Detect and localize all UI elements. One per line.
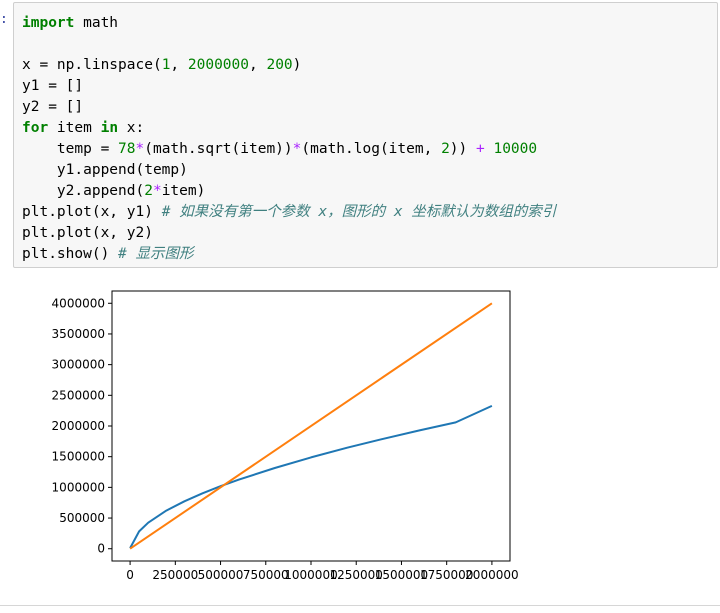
- code-token: 1: [161, 57, 171, 73]
- code-token: *: [292, 141, 302, 157]
- code-line: plt.plot(x, y1) # 如果没有第一个参数 x，图形的 x 坐标默认…: [22, 202, 556, 223]
- x-tick-label: 1000000: [284, 568, 337, 582]
- x-tick-label: 500000: [198, 568, 244, 582]
- series-line-1: [129, 404, 493, 549]
- code-token: # 如果没有第一个参数 x，图形的 x 坐标默认为数组的索引: [161, 204, 557, 220]
- y-tick-label: 1500000: [52, 450, 105, 464]
- code-token: +: [476, 141, 485, 157]
- code-token: 10000: [493, 141, 538, 157]
- y-tick-label: 0: [97, 542, 105, 556]
- y-axis: 0 500000 1000000 1500000 2000000 2500000 30000…: [52, 296, 112, 556]
- x-tick-label: 1250000: [330, 568, 383, 582]
- code-token: 78: [118, 141, 136, 157]
- code-token: x = np.linspace(: [22, 57, 162, 73]
- x-tick-label: 1750000: [420, 568, 473, 582]
- code-line: y2 = []: [22, 97, 556, 118]
- code-token: item): [161, 183, 206, 199]
- code-line: [22, 34, 556, 55]
- code-token: in: [100, 120, 119, 136]
- code-token: 2000000: [187, 57, 249, 73]
- code-token: temp =: [22, 141, 119, 157]
- y-tick-label: 4000000: [52, 296, 105, 310]
- code-cell[interactable]: import math x = np.linspace(1, 2000000, …: [13, 2, 718, 268]
- code-token: import: [22, 15, 75, 31]
- output-area: 0 500000 1000000 1500000 2000000 2500000 30000…: [13, 276, 718, 606]
- x-tick-label: 2000000: [465, 568, 518, 582]
- code-line: plt.plot(x, y2): [22, 223, 556, 244]
- series-group: [129, 302, 493, 550]
- code-token: math: [74, 15, 119, 31]
- x-tick-label: 750000: [243, 568, 289, 582]
- y-tick-label: 500000: [59, 511, 105, 525]
- code-token: y1 = []: [22, 78, 84, 94]
- cell-prompt: :: [0, 12, 8, 27]
- code-line: temp = 78*(math.sqrt(item))*(math.log(it…: [22, 139, 556, 160]
- code-token: *: [152, 183, 162, 199]
- code-token: plt.plot(x, y1): [22, 204, 162, 220]
- code-editor[interactable]: import math x = np.linspace(1, 2000000, …: [22, 13, 556, 265]
- code-token: 200: [266, 57, 293, 73]
- code-token: # 显示图形: [118, 246, 194, 262]
- code-token: 2: [144, 183, 153, 199]
- code-token: y2 = []: [22, 99, 84, 115]
- code-token: item: [48, 120, 101, 136]
- code-token: plt.plot(x, y2): [22, 225, 153, 241]
- code-token: ,: [170, 57, 188, 73]
- code-line: y1.append(temp): [22, 160, 556, 181]
- cell-divider: [0, 605, 720, 606]
- x-tick-label: 250000: [152, 568, 198, 582]
- y-tick-label: 2500000: [52, 388, 105, 402]
- line-chart: 0500000100000015000002000000250000030000…: [52, 290, 519, 582]
- x-tick-label: 1500000: [375, 568, 428, 582]
- code-line: for item in x:: [22, 118, 556, 139]
- code-line: plt.show() # 显示图形: [22, 244, 556, 265]
- code-token: x:: [118, 120, 145, 136]
- y-tick-label: 3500000: [52, 327, 105, 341]
- series-line-2: [129, 302, 493, 550]
- code-token: y2.append(: [22, 183, 145, 199]
- x-axis: 0 250000 500000 750000100000012500001500000…: [126, 561, 519, 582]
- code-token: y1.append(temp): [22, 162, 188, 178]
- code-token: ,: [249, 57, 267, 73]
- code-token: )): [449, 141, 476, 157]
- code-token: (math.sqrt(item)): [144, 141, 293, 157]
- code-line: x = np.linspace(1, 2000000, 200): [22, 55, 556, 76]
- y-tick-label: 2000000: [52, 419, 105, 433]
- code-token: ): [292, 57, 302, 73]
- code-line: y1 = []: [22, 76, 556, 97]
- code-line: y2.append(2*item): [22, 181, 556, 202]
- code-line: import math: [22, 13, 556, 34]
- code-token: for: [22, 120, 49, 136]
- x-tick-label: 0: [126, 568, 134, 582]
- y-tick-label: 3000000: [52, 358, 105, 372]
- y-tick-label: 1000000: [52, 480, 105, 494]
- code-token: plt.show(): [22, 246, 119, 262]
- code-token: 2: [441, 141, 450, 157]
- code-token: *: [135, 141, 145, 157]
- code-token: (math.log(item,: [301, 141, 442, 157]
